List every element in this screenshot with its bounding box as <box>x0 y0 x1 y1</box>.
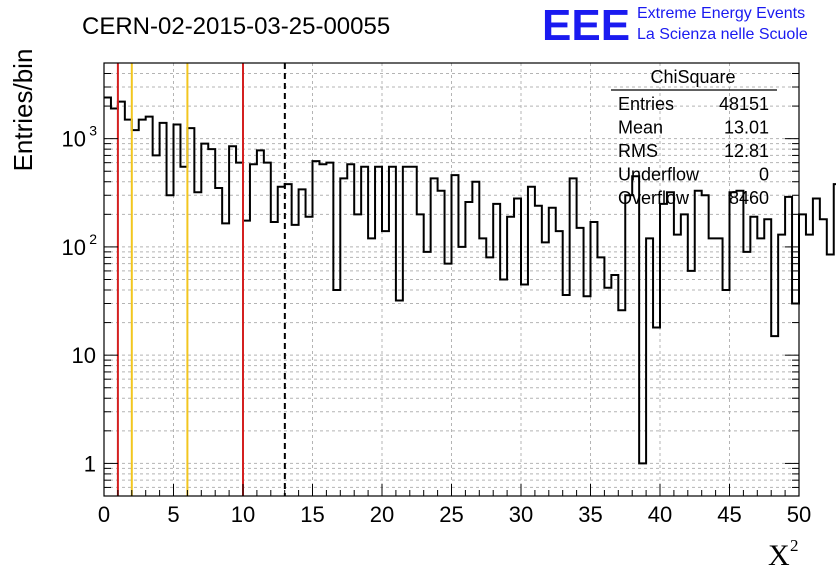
x-tick-label: 5 <box>167 502 179 527</box>
stats-row-value: 48151 <box>719 94 769 114</box>
x-tick-label: 10 <box>231 502 255 527</box>
x-tick-label: 25 <box>439 502 463 527</box>
stats-row-label: RMS <box>618 141 658 161</box>
stats-row-label: Entries <box>618 94 674 114</box>
x-tick-label: 15 <box>300 502 324 527</box>
logo-mark: EEE <box>542 1 630 50</box>
y-tick-label: 10 <box>62 235 86 260</box>
x-tick-label: 35 <box>578 502 602 527</box>
x-axis-label-superscript: 2 <box>790 536 799 555</box>
x-axis-label: X 2 <box>768 536 799 572</box>
stats-row-value: 13.01 <box>724 118 769 138</box>
marker-lines <box>116 63 286 496</box>
stats-row-label: Mean <box>618 118 663 138</box>
stats-title: ChiSquare <box>650 67 735 87</box>
logo-line2: La Scienza nelle Scuole <box>637 26 808 43</box>
stats-rows: Entries 48151 Mean 13.01 RMS 12.81 Underflow 0 O… <box>618 94 769 208</box>
histogram-bars <box>104 96 836 465</box>
stats-row-label: Overflow <box>618 188 690 208</box>
y-tick-label: 10 <box>62 127 86 152</box>
eee-logo: EEE Extreme Energy Events La Scienza nel… <box>542 1 808 50</box>
y-axis-label: Entries/bin <box>8 49 38 172</box>
x-tick-label: 40 <box>648 502 672 527</box>
axis-ticks <box>103 62 800 497</box>
y-tick-label-exponent: 3 <box>89 123 97 139</box>
y-tick-label: 10 <box>72 343 96 368</box>
x-tick-label: 45 <box>717 502 741 527</box>
stats-box: ChiSquare Entries 48151 Mean 13.01 RMS 12.81 U… <box>611 67 777 208</box>
x-tick-labels: 0 5 10 15 20 25 30 35 40 45 50 <box>98 502 811 527</box>
stats-row-value: 8460 <box>729 188 769 208</box>
x-axis-label-base: X <box>768 539 790 572</box>
stats-row-value: 12.81 <box>724 141 769 161</box>
histogram-outline <box>104 96 836 465</box>
logo-line1: Extreme Energy Events <box>637 5 805 22</box>
stats-row-value: 0 <box>759 165 769 185</box>
x-tick-label: 50 <box>787 502 811 527</box>
stats-row-label: Underflow <box>618 165 700 185</box>
x-tick-label: 20 <box>370 502 394 527</box>
y-tick-label-exponent: 2 <box>89 231 97 247</box>
x-tick-label: 0 <box>98 502 110 527</box>
x-tick-label: 30 <box>509 502 533 527</box>
y-tick-label: 1 <box>84 451 96 476</box>
chart-title: CERN-02-2015-03-25-00055 <box>82 13 390 40</box>
